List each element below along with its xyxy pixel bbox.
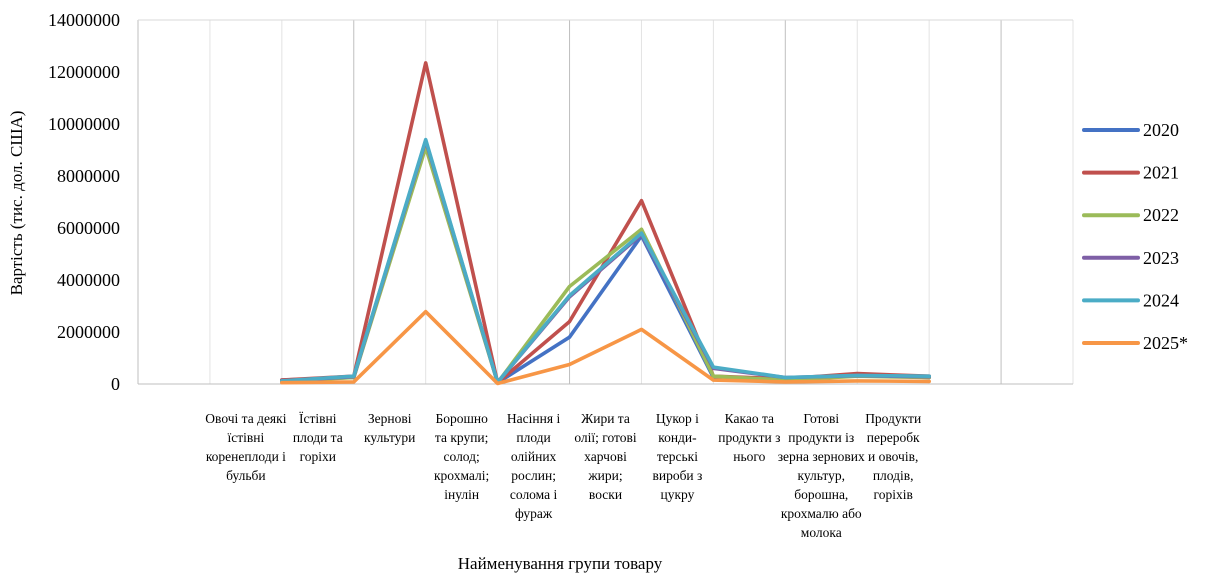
x-category-label-line: Продукти: [865, 411, 921, 426]
x-category-label-line: олії; готові: [574, 430, 637, 445]
x-category-label-line: воски: [589, 487, 622, 502]
x-category-label-line: харчові: [584, 449, 627, 464]
x-category-label: Готові продукти із зерна зернових культур, б…: [778, 411, 865, 540]
x-category-label-line: переробк: [867, 430, 920, 445]
x-category-label-line: Насіння і: [507, 411, 561, 426]
y-tick-label: 14000000: [48, 10, 120, 30]
x-category-label-line: продукти із: [788, 430, 854, 445]
x-category-label-line: Їстівні: [299, 411, 337, 426]
legend-label: 2022: [1143, 205, 1179, 225]
x-category-label-line: зерна зернових: [778, 449, 865, 464]
x-category-label-line: Готові: [803, 411, 839, 426]
legend-label: 2025*: [1143, 333, 1188, 353]
x-category-label-line: горіхів: [874, 487, 913, 502]
x-category-label-line: солод;: [444, 449, 480, 464]
legend-label: 2023: [1143, 248, 1179, 268]
x-category-label: Насіння і плоди олійних рослин; солома і фура…: [507, 411, 561, 521]
x-category-label-line: олійних: [511, 449, 557, 464]
x-category-label: Цукор і конди-терські вироби з цукру: [652, 411, 702, 502]
x-category-label-line: крохмалю або: [781, 506, 862, 521]
x-category-label: Їстівні плоди та горіхи: [293, 411, 343, 464]
x-category-label-line: плодів,: [873, 468, 914, 483]
x-category-label: Жири та олії; готові харчові жири; воски: [574, 411, 637, 502]
x-category-label-line: рослин;: [511, 468, 556, 483]
x-category-label: Продукти переробк и овочів, плодів, горіхів: [865, 411, 921, 502]
y-tick-label: 4000000: [57, 270, 120, 290]
x-category-label-line: та крупи;: [435, 430, 489, 445]
legend: 2020 2021 2022 2023 2024 2025*: [1082, 120, 1188, 353]
series-line-2024: [279, 137, 932, 385]
x-category-label-line: плоди та: [293, 430, 343, 445]
legend-label: 2020: [1143, 120, 1179, 140]
y-tick-label: 2000000: [57, 322, 120, 342]
x-category-label-line: конди-: [658, 430, 697, 445]
x-category-label-line: коренеплоди і: [206, 449, 286, 464]
vertical-gridlines: [137, 20, 1074, 384]
y-axis-title: Вартість (тис. дол. США): [7, 111, 26, 296]
x-category-label-line: терські: [657, 449, 698, 464]
x-category-label-line: Какао та: [725, 411, 774, 426]
x-category-label-line: горіхи: [300, 449, 336, 464]
x-category-label-line: и овочів,: [868, 449, 918, 464]
y-tick-label: 0: [111, 374, 120, 394]
x-category-label-line: фураж: [515, 506, 553, 521]
x-category-label-line: культур,: [798, 468, 846, 483]
x-category-label-line: продукти з: [718, 430, 780, 445]
x-category-label: Овочі та деякі їстівні коренеплоди і бульби: [205, 411, 286, 483]
x-category-label-line: жири;: [587, 468, 622, 483]
y-tick-label: 12000000: [48, 62, 120, 82]
x-category-label-line: їстівні: [228, 430, 265, 445]
x-category-label-line: Жири та: [581, 411, 630, 426]
legend-label: 2021: [1143, 163, 1179, 183]
series-lines: [279, 61, 932, 386]
y-tick-label: 10000000: [48, 114, 120, 134]
x-category-label-line: Овочі та деякі: [205, 411, 286, 426]
x-category-label-line: борошна,: [794, 487, 848, 502]
x-category-label-line: плоди: [516, 430, 550, 445]
x-category-label-line: Цукор і: [656, 411, 699, 426]
x-category-label-line: нього: [733, 449, 765, 464]
legend-label: 2024: [1143, 290, 1179, 310]
y-tick-label: 8000000: [57, 166, 120, 186]
x-category-label-line: Зернові: [368, 411, 412, 426]
series-line-2025*: [279, 309, 932, 386]
x-category-label-line: молока: [801, 525, 842, 540]
x-axis-category-labels: Овочі та деякі їстівні коренеплоди і бульби…: [205, 411, 921, 540]
x-category-label-line: інулін: [444, 487, 479, 502]
x-category-label-line: крохмалі;: [434, 468, 489, 483]
x-category-label-line: вироби з: [652, 468, 702, 483]
x-axis-title: Найменування групи товару: [458, 554, 663, 573]
y-tick-label: 6000000: [57, 218, 120, 238]
y-axis-ticks: 0 2000000 4000000 6000000 8000000 10000000 120…: [48, 10, 120, 394]
x-category-label: Какао та продукти з нього: [718, 411, 780, 464]
x-category-label-line: солома і: [510, 487, 558, 502]
x-category-label: Зернові культури: [364, 411, 415, 445]
x-category-label: Борошно та крупи; солод; крохмалі; інулін: [434, 411, 489, 502]
x-category-label-line: Борошно: [435, 411, 488, 426]
x-category-label-line: культури: [364, 430, 415, 445]
x-category-label-line: цукру: [660, 487, 694, 502]
x-category-label-line: бульби: [226, 468, 266, 483]
